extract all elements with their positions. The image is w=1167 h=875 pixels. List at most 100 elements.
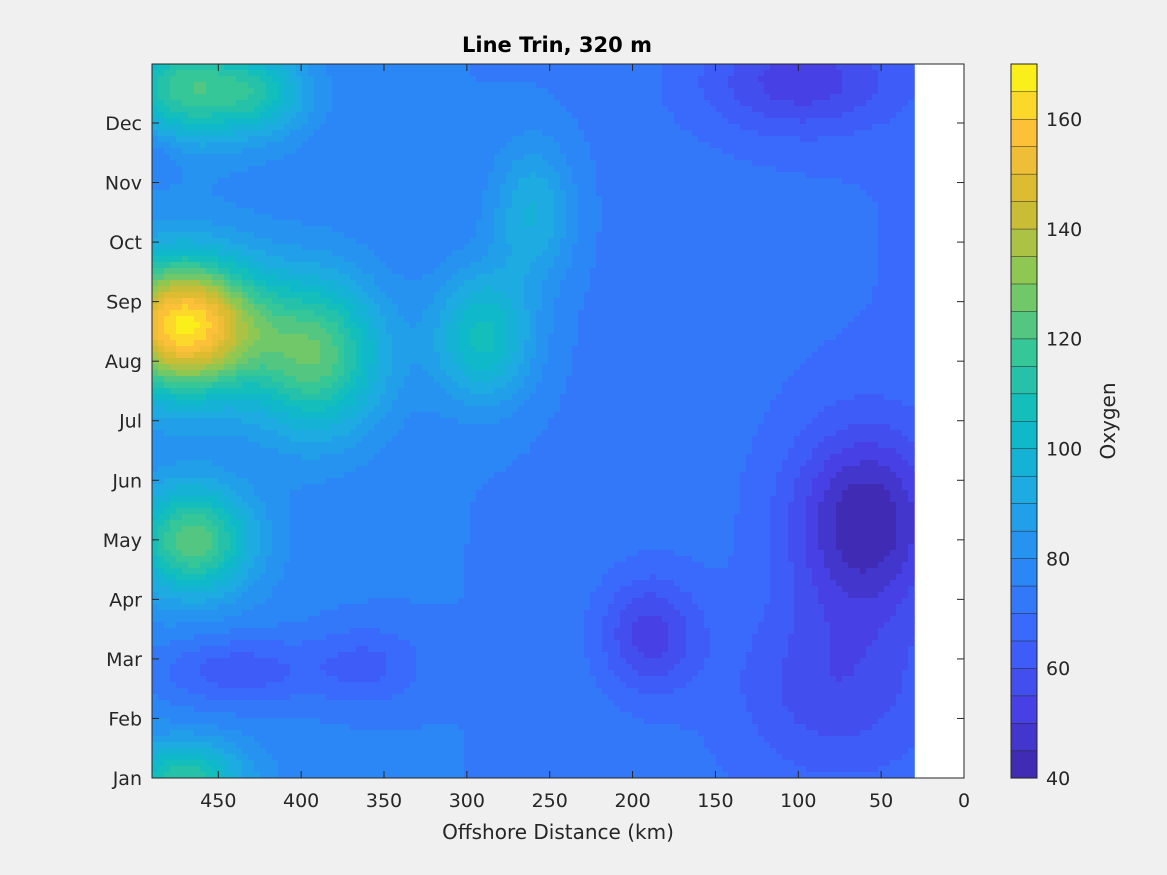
contour-cell xyxy=(296,232,303,239)
contour-cell xyxy=(560,220,567,227)
contour-cell xyxy=(500,256,507,263)
contour-cell xyxy=(440,142,447,149)
contour-cell xyxy=(848,196,855,203)
contour-cell xyxy=(212,154,219,161)
contour-cell xyxy=(332,226,339,233)
contour-cell xyxy=(830,286,837,293)
contour-cell xyxy=(164,178,171,185)
contour-cell xyxy=(548,88,555,95)
contour-cell xyxy=(356,124,363,131)
contour-cell xyxy=(266,232,273,239)
contour-cell xyxy=(476,214,483,221)
contour-cell xyxy=(284,82,291,89)
contour-cell xyxy=(632,76,639,83)
contour-cell xyxy=(350,220,357,227)
contour-cell xyxy=(302,226,309,233)
contour-cell xyxy=(722,280,729,287)
contour-cell xyxy=(524,142,531,149)
contour-cell xyxy=(854,214,861,221)
contour-cell xyxy=(848,208,855,215)
contour-cell xyxy=(260,112,267,119)
contour-cell xyxy=(674,280,681,287)
contour-cell xyxy=(302,88,309,95)
contour-cell xyxy=(644,82,651,89)
contour-cell xyxy=(800,232,807,239)
contour-cell xyxy=(842,76,849,83)
contour-cell xyxy=(176,196,183,203)
contour-cell xyxy=(434,244,441,251)
contour-cell xyxy=(374,280,381,287)
contour-cell xyxy=(410,148,417,155)
contour-cell xyxy=(338,142,345,149)
contour-cell xyxy=(224,226,231,233)
contour-cell xyxy=(758,172,765,179)
contour-cell xyxy=(554,262,561,269)
contour-cell xyxy=(650,244,657,251)
contour-cell xyxy=(218,184,225,191)
contour-cell xyxy=(278,130,285,137)
contour-cell xyxy=(890,250,897,257)
contour-cell xyxy=(476,166,483,173)
contour-cell xyxy=(734,268,741,275)
contour-cell xyxy=(434,256,441,263)
contour-cell xyxy=(374,106,381,113)
contour-cell xyxy=(692,88,699,95)
contour-cell xyxy=(266,154,273,161)
contour-cell xyxy=(830,112,837,119)
contour-cell xyxy=(200,190,207,197)
contour-cell xyxy=(428,214,435,221)
contour-cell xyxy=(716,166,723,173)
contour-cell xyxy=(674,118,681,125)
contour-cell xyxy=(824,64,831,71)
contour-cell xyxy=(806,202,813,209)
contour-cell xyxy=(170,238,177,245)
contour-cell xyxy=(782,172,789,179)
contour-cell xyxy=(698,226,705,233)
contour-cell xyxy=(254,286,261,293)
contour-cell xyxy=(494,94,501,101)
contour-cell xyxy=(458,178,465,185)
contour-cell xyxy=(812,118,819,125)
contour-cell xyxy=(398,292,405,299)
contour-cell xyxy=(404,244,411,251)
contour-cell xyxy=(704,184,711,191)
contour-cell xyxy=(170,226,177,233)
contour-cell xyxy=(440,286,447,293)
contour-cell xyxy=(644,70,651,77)
contour-cell xyxy=(596,64,603,71)
contour-cell xyxy=(230,190,237,197)
contour-cell xyxy=(386,238,393,245)
contour-cell xyxy=(308,244,315,251)
contour-cell xyxy=(878,106,885,113)
contour-cell xyxy=(620,226,627,233)
contour-cell xyxy=(452,130,459,137)
contour-cell xyxy=(584,136,591,143)
contour-cell xyxy=(704,88,711,95)
contour-cell xyxy=(194,184,201,191)
contour-cell xyxy=(560,250,567,257)
contour-cell xyxy=(668,244,675,251)
contour-cell xyxy=(722,292,729,299)
contour-cell xyxy=(608,214,615,221)
contour-cell xyxy=(332,220,339,227)
contour-cell xyxy=(386,274,393,281)
contour-cell xyxy=(878,124,885,131)
contour-cell xyxy=(722,190,729,197)
contour-cell xyxy=(668,190,675,197)
contour-cell xyxy=(872,286,879,293)
contour-cell xyxy=(296,70,303,77)
contour-cell xyxy=(650,250,657,257)
contour-cell xyxy=(170,262,177,269)
contour-cell xyxy=(482,214,489,221)
contour-cell xyxy=(386,64,393,71)
contour-cell xyxy=(416,262,423,269)
contour-cell xyxy=(446,214,453,221)
contour-cell xyxy=(662,202,669,209)
contour-cell xyxy=(218,232,225,239)
contour-cell xyxy=(470,214,477,221)
contour-cell xyxy=(734,178,741,185)
contour-cell xyxy=(590,232,597,239)
contour-cell xyxy=(860,196,867,203)
contour-cell xyxy=(524,214,531,221)
contour-cell xyxy=(350,238,357,245)
